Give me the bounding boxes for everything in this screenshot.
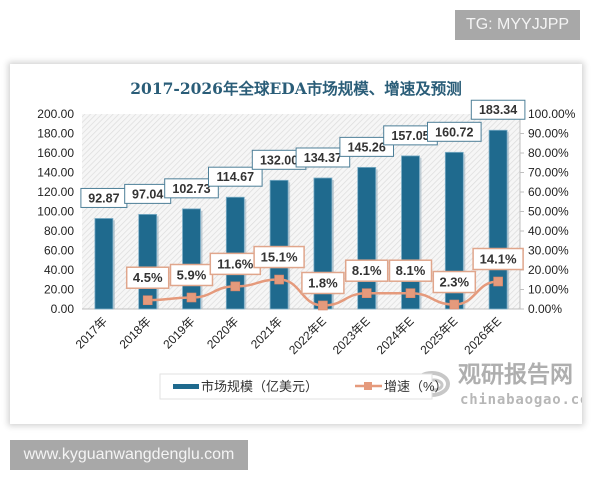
right-axis-tick: 0.00% <box>528 302 562 316</box>
bar-label: 97.04 <box>132 187 163 201</box>
chart-title: 2017-2026年全球EDA市场规模、增速及预测 <box>130 79 462 98</box>
line-marker <box>449 299 460 310</box>
x-axis-label: 2021年 <box>248 314 285 351</box>
line-label-box <box>388 259 433 282</box>
right-axis-tick: 70.00% <box>528 166 569 180</box>
line-label: 15.1% <box>261 250 298 265</box>
bar <box>357 166 377 310</box>
line-label: 5.9% <box>177 267 207 282</box>
right-axis-tick: 80.00% <box>528 146 569 160</box>
bar-label: 114.67 <box>217 170 255 184</box>
x-axis-label: 2019年 <box>160 314 197 351</box>
line-marker <box>493 276 503 287</box>
line-marker <box>274 274 284 285</box>
x-axis-label: 2023年E <box>330 314 373 357</box>
bar-label-box <box>427 121 482 142</box>
bar-label: 157.05 <box>391 129 429 143</box>
bar-label: 134.37 <box>304 151 342 165</box>
bar-label-box <box>164 178 219 199</box>
line-label-box <box>253 245 305 269</box>
line-label-box <box>301 271 345 295</box>
legend-item-market-size: 市场规模（亿美元） <box>173 379 318 394</box>
left-axis-tick: 180.00 <box>37 127 74 141</box>
bar-label: 183.34 <box>479 103 517 117</box>
bar <box>401 155 420 310</box>
line-marker <box>230 281 241 292</box>
left-axis-tick: 80.00 <box>44 224 74 238</box>
tg-badge: TG: MYYJJPP <box>455 10 580 40</box>
bar <box>269 179 289 310</box>
right-axis: 0.00% 10.00% 20.00% 30.00% 40.00% 50.00% 60.00… <box>520 107 576 316</box>
x-axis-label: 2020年 <box>204 314 241 351</box>
svg-text:市场规模（亿美元）: 市场规模（亿美元） <box>201 379 318 394</box>
left-axis-tick: 140.00 <box>37 166 74 180</box>
legend-item-growth: 增速（%） <box>355 379 448 394</box>
bar-label: 92.87 <box>88 191 119 205</box>
svg-text:增速（%）: 增速（%） <box>384 379 448 394</box>
left-axis-tick: 200.00 <box>37 107 74 121</box>
line-label: 4.5% <box>133 270 163 285</box>
line-marker <box>405 288 416 299</box>
x-axis-label: 2017年 <box>73 314 110 351</box>
left-axis-tick: 60.00 <box>44 244 74 258</box>
line-label-box <box>125 266 170 289</box>
bar-label: 132.00 <box>260 153 298 167</box>
watermark-cn: 观研报告网 <box>458 361 573 387</box>
right-axis-tick: 40.00% <box>528 224 569 238</box>
line-label: 14.1% <box>480 252 517 267</box>
right-axis-tick: 100.00% <box>528 107 576 121</box>
growth-line-series <box>142 274 503 311</box>
line-marker <box>142 295 153 306</box>
legend: 市场规模（亿美元） 增速（%） <box>159 373 448 400</box>
left-axis-tick: 160.00 <box>37 146 74 160</box>
bar-label-box <box>295 147 351 168</box>
right-axis-tick: 60.00% <box>528 185 569 199</box>
line-label: 1.8% <box>308 275 338 290</box>
line-data-labels: 4.5% 5.9% 11.6% 15.1% 1.8% 8.1% 8.1% 2.3% 14.1% <box>125 245 524 295</box>
url-badge: www.kyguanwangdenglu.com <box>10 440 248 470</box>
line-label: 8.1% <box>352 263 382 278</box>
right-axis-tick: 20.00% <box>528 263 569 277</box>
left-axis-tick: 40.00 <box>44 263 74 277</box>
chart-svg: 2017-2026年全球EDA市场规模、增速及预测 0.00 20.00 40.00… <box>37 79 597 408</box>
line-label: 11.6% <box>217 256 254 271</box>
right-axis-tick: 90.00% <box>528 127 569 141</box>
right-axis-tick: 10.00% <box>528 283 569 297</box>
bar-label-box <box>470 99 526 120</box>
line-label: 8.1% <box>396 263 426 278</box>
left-axis-tick: 100.00 <box>37 205 74 219</box>
left-axis-tick: 0.00 <box>51 302 75 316</box>
line-label: 2.3% <box>439 275 469 290</box>
bar-label: 160.72 <box>435 125 473 139</box>
right-axis-tick: 50.00% <box>528 205 569 219</box>
bar-label-box <box>208 166 263 187</box>
bar-data-labels: 92.87 97.04 102.73 114.67 132.00 134.37 145.26… <box>80 99 526 208</box>
legend-bar-swatch-icon <box>173 384 199 389</box>
chart-card: 2017-2026年全球EDA市场规模、增速及预测 0.00 20.00 40.00… <box>10 64 598 424</box>
bar <box>138 213 158 310</box>
right-axis-tick: 30.00% <box>528 244 569 258</box>
left-axis-tick: 120.00 <box>37 185 74 199</box>
left-axis: 0.00 20.00 40.00 60.00 80.00 100.00 120.00 140.… <box>37 107 74 316</box>
line-marker <box>361 288 372 299</box>
x-axis-label: 2025年E <box>417 314 460 357</box>
left-axis-tick: 20.00 <box>44 283 74 297</box>
x-axis-label: 2026年E <box>461 314 504 357</box>
line-label-box <box>472 247 524 271</box>
x-axis-label: 2024年E <box>374 314 417 357</box>
bar-label: 102.73 <box>172 182 210 196</box>
line-label-box <box>344 259 389 282</box>
x-axis-label: 2022年E <box>286 314 329 357</box>
x-axis-labels: 2017年 2018年 2019年 2020年 2021年 2022年E 2023年E 202… <box>73 314 504 357</box>
line-label-box <box>432 270 477 294</box>
bar-label: 145.26 <box>348 140 386 154</box>
watermark-en: chinabaogao.com <box>460 392 582 408</box>
x-axis-label: 2018年 <box>117 314 154 351</box>
line-marker <box>186 292 197 303</box>
bar-label-box <box>339 136 394 157</box>
line-marker <box>318 300 328 311</box>
bar <box>94 218 114 310</box>
